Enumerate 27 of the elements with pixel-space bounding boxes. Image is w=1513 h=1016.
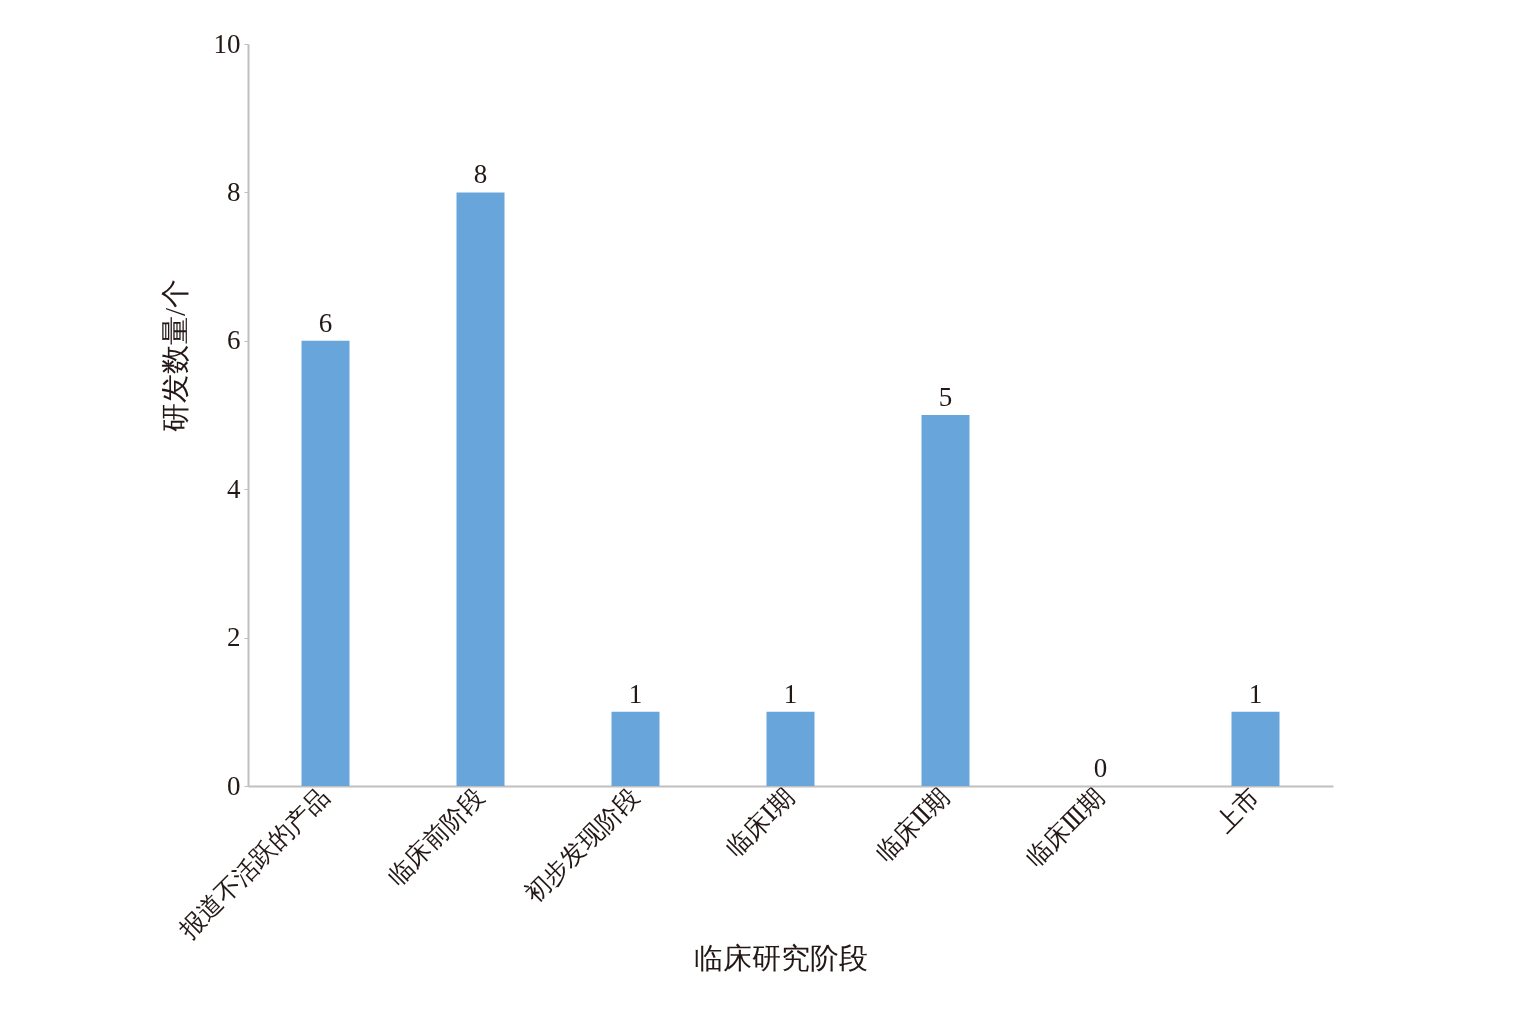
- data-label: 1: [628, 678, 643, 709]
- y-axis-title: 研发数量/个: [158, 278, 191, 433]
- y-tick-label: 2: [227, 622, 241, 653]
- x-tick-label: 上市: [1210, 782, 1265, 838]
- x-tick-label: 临床Ⅲ期: [1020, 782, 1110, 872]
- data-label: 8: [473, 159, 488, 190]
- data-label: 6: [318, 307, 333, 338]
- x-tick-label: 初步发现阶段: [519, 782, 645, 908]
- bar: [456, 192, 505, 786]
- data-label: 1: [1248, 678, 1263, 709]
- x-axis-title: 临床研究阶段: [693, 941, 868, 974]
- data-label: 1: [783, 678, 798, 709]
- data-label: 0: [1093, 753, 1108, 783]
- data-label: 5: [938, 382, 953, 412]
- y-tick-label: 8: [227, 176, 241, 207]
- y-tick-label: 6: [227, 325, 241, 356]
- bar: [611, 711, 660, 786]
- y-tick-label: 10: [213, 28, 241, 59]
- bar: [301, 340, 350, 786]
- x-tick-label: 临床Ⅱ期: [870, 782, 955, 867]
- x-tick-label: 临床Ⅰ期: [720, 782, 800, 862]
- y-tick-label: 0: [227, 770, 241, 801]
- bar: [921, 415, 970, 786]
- bar: [766, 711, 815, 786]
- bar: [1231, 711, 1280, 786]
- y-tick-label: 4: [227, 473, 241, 504]
- x-tick-label: 临床前阶段: [382, 782, 490, 891]
